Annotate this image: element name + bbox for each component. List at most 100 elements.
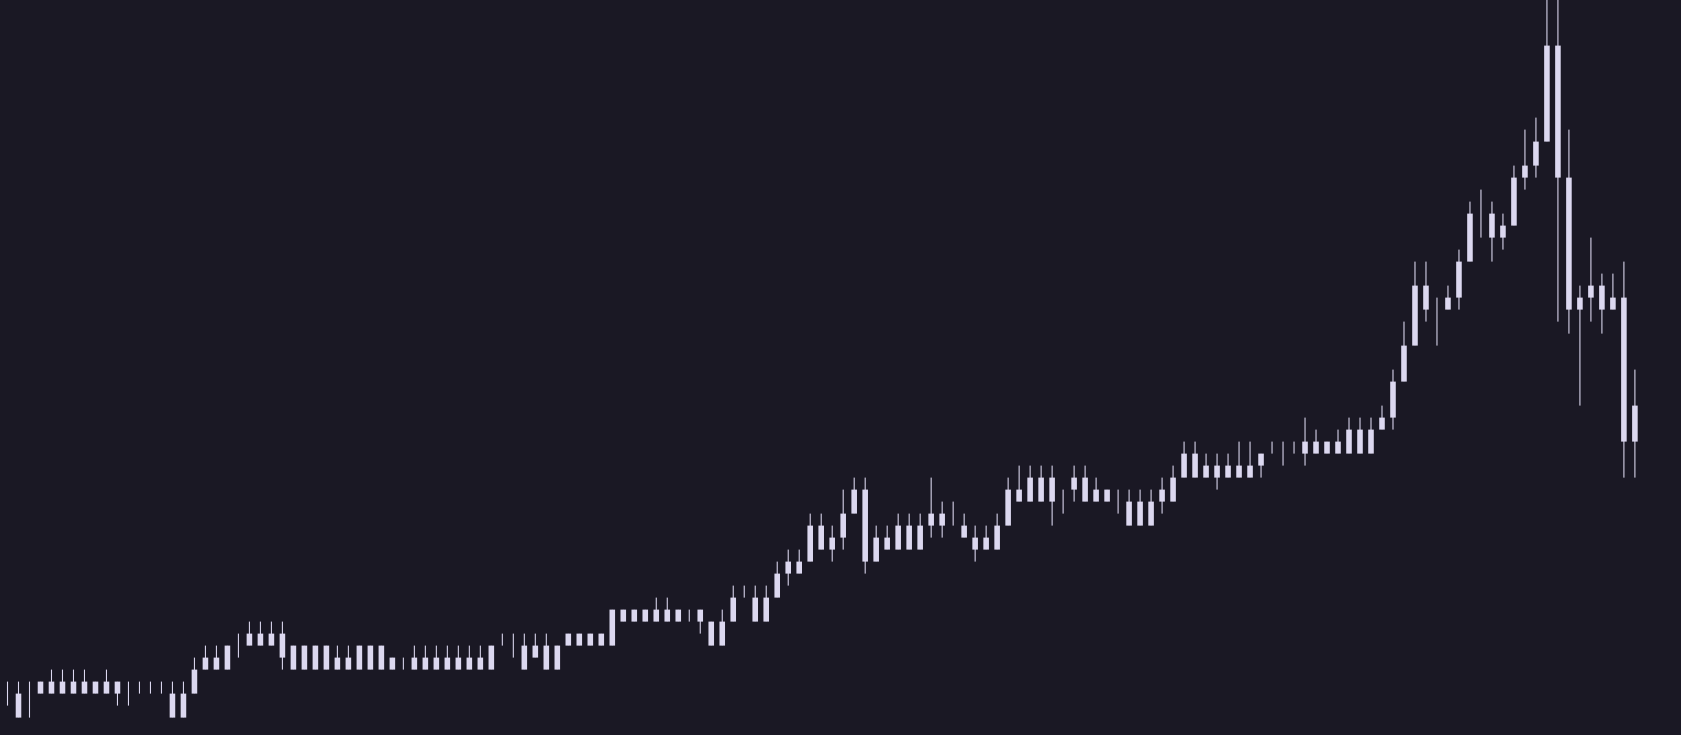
- candle-body: [994, 525, 1000, 550]
- candle-body: [1049, 477, 1055, 502]
- candle-body: [631, 609, 638, 622]
- candle-body: [1071, 477, 1077, 490]
- candle-body: [620, 609, 627, 622]
- candle-body: [884, 537, 890, 550]
- candle-body: [81, 681, 88, 694]
- candle-body: [444, 657, 451, 670]
- candle-body: [972, 537, 978, 550]
- candle-body: [1390, 381, 1396, 418]
- candle-body: [895, 525, 901, 550]
- candle-body: [477, 657, 484, 670]
- candle-body: [1544, 45, 1550, 142]
- candle-body: [1258, 453, 1264, 466]
- candle-body: [1467, 213, 1473, 262]
- candle-body: [917, 525, 923, 550]
- candle-body: [1610, 297, 1616, 310]
- candle-body: [1192, 453, 1198, 478]
- candle-body: [961, 525, 967, 538]
- candle-body: [1038, 477, 1044, 502]
- candle-body: [1379, 417, 1385, 430]
- candle-body: [356, 645, 363, 670]
- candle-body: [1203, 465, 1209, 478]
- candle-body: [1005, 489, 1011, 526]
- candle-body: [301, 645, 308, 670]
- candle-body: [37, 681, 44, 694]
- candle-body: [334, 657, 341, 670]
- candle-body: [1533, 141, 1539, 166]
- candle-body: [1621, 297, 1627, 442]
- candle-body: [1346, 429, 1352, 454]
- candle-body: [1137, 501, 1143, 526]
- candle-body: [169, 693, 176, 718]
- candle-body: [1566, 177, 1572, 310]
- candle-body: [1599, 285, 1605, 310]
- candle-body: [1170, 477, 1176, 502]
- candle-body: [532, 645, 539, 658]
- candle-body: [587, 633, 594, 646]
- candle-body: [1082, 477, 1088, 502]
- candle-body: [1456, 261, 1462, 298]
- candle-body: [1247, 465, 1253, 478]
- candle-body: [180, 693, 187, 718]
- candle-body: [862, 489, 868, 562]
- candle-body: [730, 597, 737, 622]
- candle-body: [1324, 441, 1330, 454]
- candle-body: [1412, 285, 1418, 346]
- candle-body: [1555, 45, 1561, 178]
- candle-body: [829, 537, 835, 550]
- candle-body: [191, 669, 198, 694]
- candle-body: [213, 657, 220, 670]
- candle-body: [422, 657, 429, 670]
- candle-body: [1445, 297, 1451, 310]
- candle-body: [851, 489, 857, 514]
- candle-body: [1632, 405, 1638, 442]
- candle-body: [939, 513, 945, 526]
- candle-body: [59, 681, 66, 694]
- candle-body: [1093, 489, 1099, 502]
- candle-body: [719, 621, 726, 646]
- candle-body: [1577, 297, 1583, 310]
- candle-body: [1511, 177, 1517, 226]
- candle-body: [521, 645, 528, 670]
- candle-body: [818, 525, 824, 550]
- candle-body: [1522, 165, 1528, 178]
- candle-body: [1489, 213, 1495, 238]
- candle-body: [1159, 489, 1165, 502]
- candle-body: [378, 645, 385, 670]
- candle-body: [224, 645, 231, 670]
- candle-body: [1225, 465, 1231, 478]
- candle-body: [268, 633, 275, 646]
- candle-body: [1126, 501, 1132, 526]
- candle-body: [1401, 345, 1407, 382]
- candle-body: [928, 513, 934, 526]
- candle-body: [642, 609, 649, 622]
- candle-body: [290, 645, 297, 670]
- candle-body: [279, 633, 286, 658]
- candle-body: [653, 609, 660, 622]
- candle-body: [1104, 489, 1110, 502]
- candle-body: [609, 609, 616, 646]
- candle-body: [543, 645, 550, 670]
- candle-body: [1214, 465, 1220, 478]
- candle-body: [1423, 285, 1429, 310]
- candle-body: [873, 537, 879, 562]
- candle-body: [785, 561, 792, 574]
- candle-body: [433, 657, 440, 670]
- candle-body: [664, 609, 671, 622]
- candle-body: [257, 633, 264, 646]
- candle-body: [576, 633, 583, 646]
- candle-body: [312, 645, 319, 670]
- candle-body: [1313, 441, 1319, 454]
- candle-body: [1302, 441, 1308, 454]
- candle-body: [114, 681, 121, 694]
- candle-body: [1027, 477, 1033, 502]
- candle-body: [763, 597, 770, 622]
- candle-body: [103, 681, 110, 694]
- candle-body: [323, 645, 330, 670]
- candle-body: [565, 633, 572, 646]
- candle-body: [488, 645, 495, 670]
- candle-body: [1588, 285, 1594, 298]
- candle-body: [15, 693, 22, 718]
